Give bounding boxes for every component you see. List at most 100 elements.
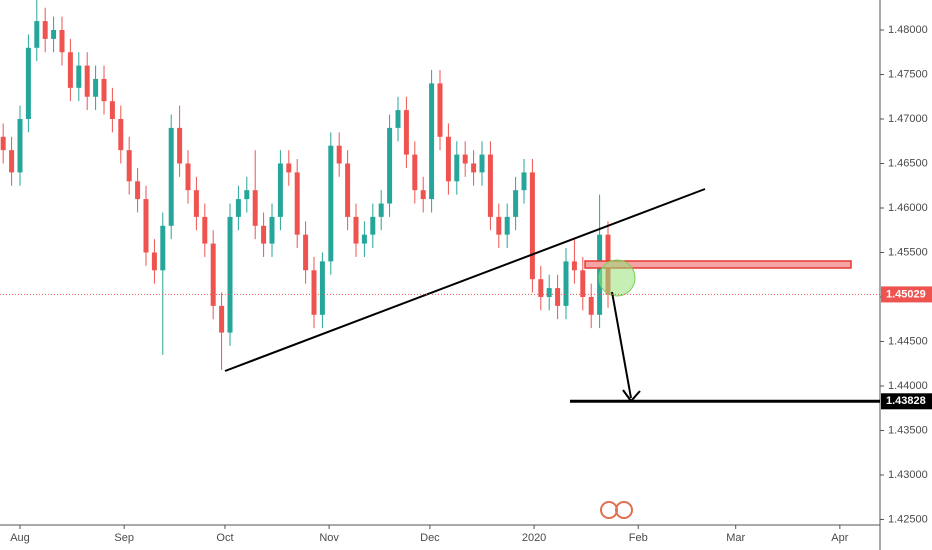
candle-body bbox=[479, 154, 485, 173]
candle-body bbox=[151, 252, 157, 271]
candle-body bbox=[9, 150, 15, 173]
logo bbox=[600, 501, 633, 519]
candle-body bbox=[67, 52, 73, 88]
candle-body bbox=[311, 270, 317, 315]
y-tick-label: 1.44500 bbox=[888, 335, 928, 347]
candle-body bbox=[571, 261, 577, 271]
candle-body bbox=[235, 199, 241, 217]
candle-body bbox=[513, 190, 519, 217]
candle-body bbox=[487, 154, 493, 217]
y-tick-label: 1.46000 bbox=[888, 202, 928, 214]
x-tick-label: Aug bbox=[10, 532, 30, 544]
candle-body bbox=[294, 172, 300, 235]
candle-body bbox=[84, 65, 90, 97]
price-label: 1.45029 bbox=[886, 288, 926, 300]
candle-body bbox=[118, 118, 124, 151]
x-tick-label: Nov bbox=[319, 532, 339, 544]
candle-body bbox=[109, 101, 115, 119]
candle-body bbox=[244, 190, 250, 200]
y-tick-label: 1.47000 bbox=[888, 113, 928, 125]
candle-body bbox=[17, 118, 23, 173]
candle-body bbox=[563, 261, 569, 306]
y-tick-label: 1.42500 bbox=[888, 513, 928, 525]
candle-body bbox=[588, 296, 594, 315]
candle-body bbox=[0, 136, 6, 151]
candle-body bbox=[269, 216, 275, 244]
candle-body bbox=[387, 127, 393, 204]
x-tick-label: Apr bbox=[831, 532, 848, 544]
candle-body bbox=[25, 47, 31, 119]
candle-body bbox=[59, 29, 65, 53]
candle-body bbox=[277, 163, 283, 217]
highlight-circle bbox=[598, 259, 636, 297]
candle-body bbox=[193, 190, 199, 217]
candle-body bbox=[420, 190, 426, 200]
candle-body bbox=[227, 216, 233, 333]
candle-body bbox=[101, 78, 107, 102]
trend-line bbox=[224, 188, 706, 372]
candle-body bbox=[445, 136, 451, 182]
candle-body bbox=[370, 216, 376, 235]
candle-body bbox=[412, 154, 418, 191]
candle-body bbox=[51, 29, 57, 39]
candle-body bbox=[261, 225, 267, 244]
candle-body bbox=[529, 172, 535, 280]
candle-body bbox=[353, 216, 359, 244]
y-tick-label: 1.46500 bbox=[888, 157, 928, 169]
candle-body bbox=[555, 288, 561, 306]
candle-body bbox=[202, 216, 208, 244]
candle-body bbox=[395, 110, 401, 128]
price-label-box bbox=[881, 393, 932, 410]
candle-body bbox=[538, 279, 544, 297]
candle-body bbox=[504, 216, 510, 235]
candle-body bbox=[378, 203, 384, 217]
candle-body bbox=[521, 172, 527, 191]
x-tick-label: Mar bbox=[726, 532, 745, 544]
y-tick-label: 1.47500 bbox=[888, 68, 928, 80]
x-tick-label: Sep bbox=[114, 532, 134, 544]
y-tick-label: 1.48000 bbox=[888, 24, 928, 36]
candle-body bbox=[336, 145, 342, 164]
x-tick-label: Oct bbox=[216, 532, 233, 544]
y-tick-label: 1.43000 bbox=[888, 469, 928, 481]
y-tick-label: 1.43500 bbox=[888, 424, 928, 436]
candle-body bbox=[185, 163, 191, 191]
candle-body bbox=[42, 21, 48, 39]
candle-body bbox=[496, 216, 502, 235]
candle-body bbox=[462, 154, 468, 164]
candle-body bbox=[168, 127, 174, 226]
candle-body bbox=[286, 163, 292, 173]
arrow-shaft bbox=[611, 291, 632, 399]
x-tick-label: 2020 bbox=[522, 532, 546, 544]
price-label-box bbox=[881, 286, 932, 303]
candle-body bbox=[126, 150, 132, 182]
candle-body bbox=[403, 110, 409, 155]
candle-body bbox=[361, 234, 367, 244]
candle-body bbox=[319, 261, 325, 315]
x-tick-label: Feb bbox=[629, 532, 648, 544]
candle-body bbox=[429, 83, 435, 200]
candle-body bbox=[546, 288, 552, 297]
candle-body bbox=[219, 305, 225, 333]
candle-body bbox=[345, 163, 351, 217]
candle-body bbox=[471, 163, 477, 173]
candle-body bbox=[454, 154, 460, 182]
candle-body bbox=[210, 243, 216, 306]
candle-body bbox=[303, 234, 309, 271]
y-tick-label: 1.45500 bbox=[888, 246, 928, 258]
price-label: 1.43828 bbox=[886, 395, 926, 407]
candle-body bbox=[437, 83, 443, 137]
candle-body bbox=[328, 145, 334, 262]
candle-body bbox=[143, 199, 149, 253]
candle-body bbox=[252, 190, 258, 226]
candle-body bbox=[135, 181, 141, 200]
resistance-zone bbox=[584, 260, 852, 269]
candle-body bbox=[160, 225, 166, 271]
candle-body bbox=[76, 65, 82, 88]
candle-body bbox=[34, 21, 40, 48]
y-tick-label: 1.44000 bbox=[888, 380, 928, 392]
candle-body bbox=[93, 78, 99, 97]
x-tick-label: Dec bbox=[420, 532, 440, 544]
